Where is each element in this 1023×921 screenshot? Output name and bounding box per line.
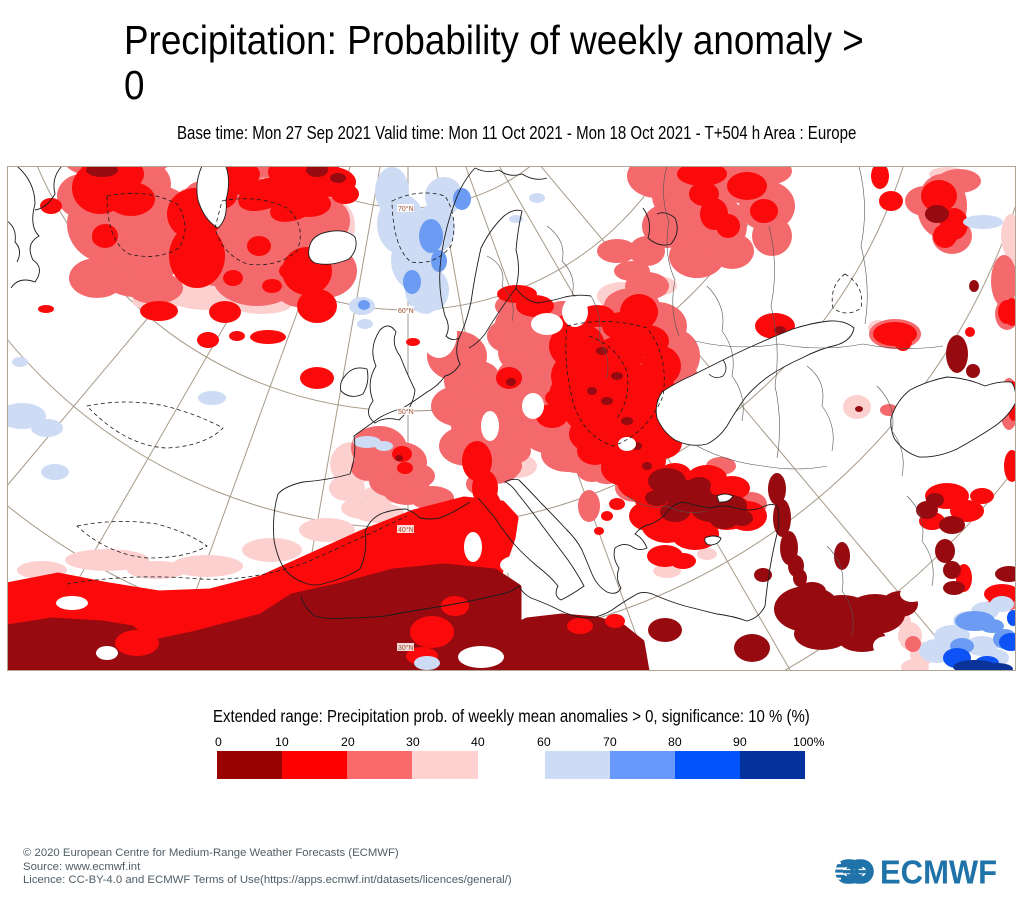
- svg-text:40°N: 40°N: [398, 526, 414, 534]
- svg-text:70°N: 70°N: [398, 205, 414, 213]
- svg-text:50°N: 50°N: [398, 408, 414, 416]
- svg-text:30°N: 30°N: [398, 644, 414, 652]
- svg-text:ECMWF: ECMWF: [880, 853, 997, 890]
- svg-text:60°N: 60°N: [398, 307, 414, 315]
